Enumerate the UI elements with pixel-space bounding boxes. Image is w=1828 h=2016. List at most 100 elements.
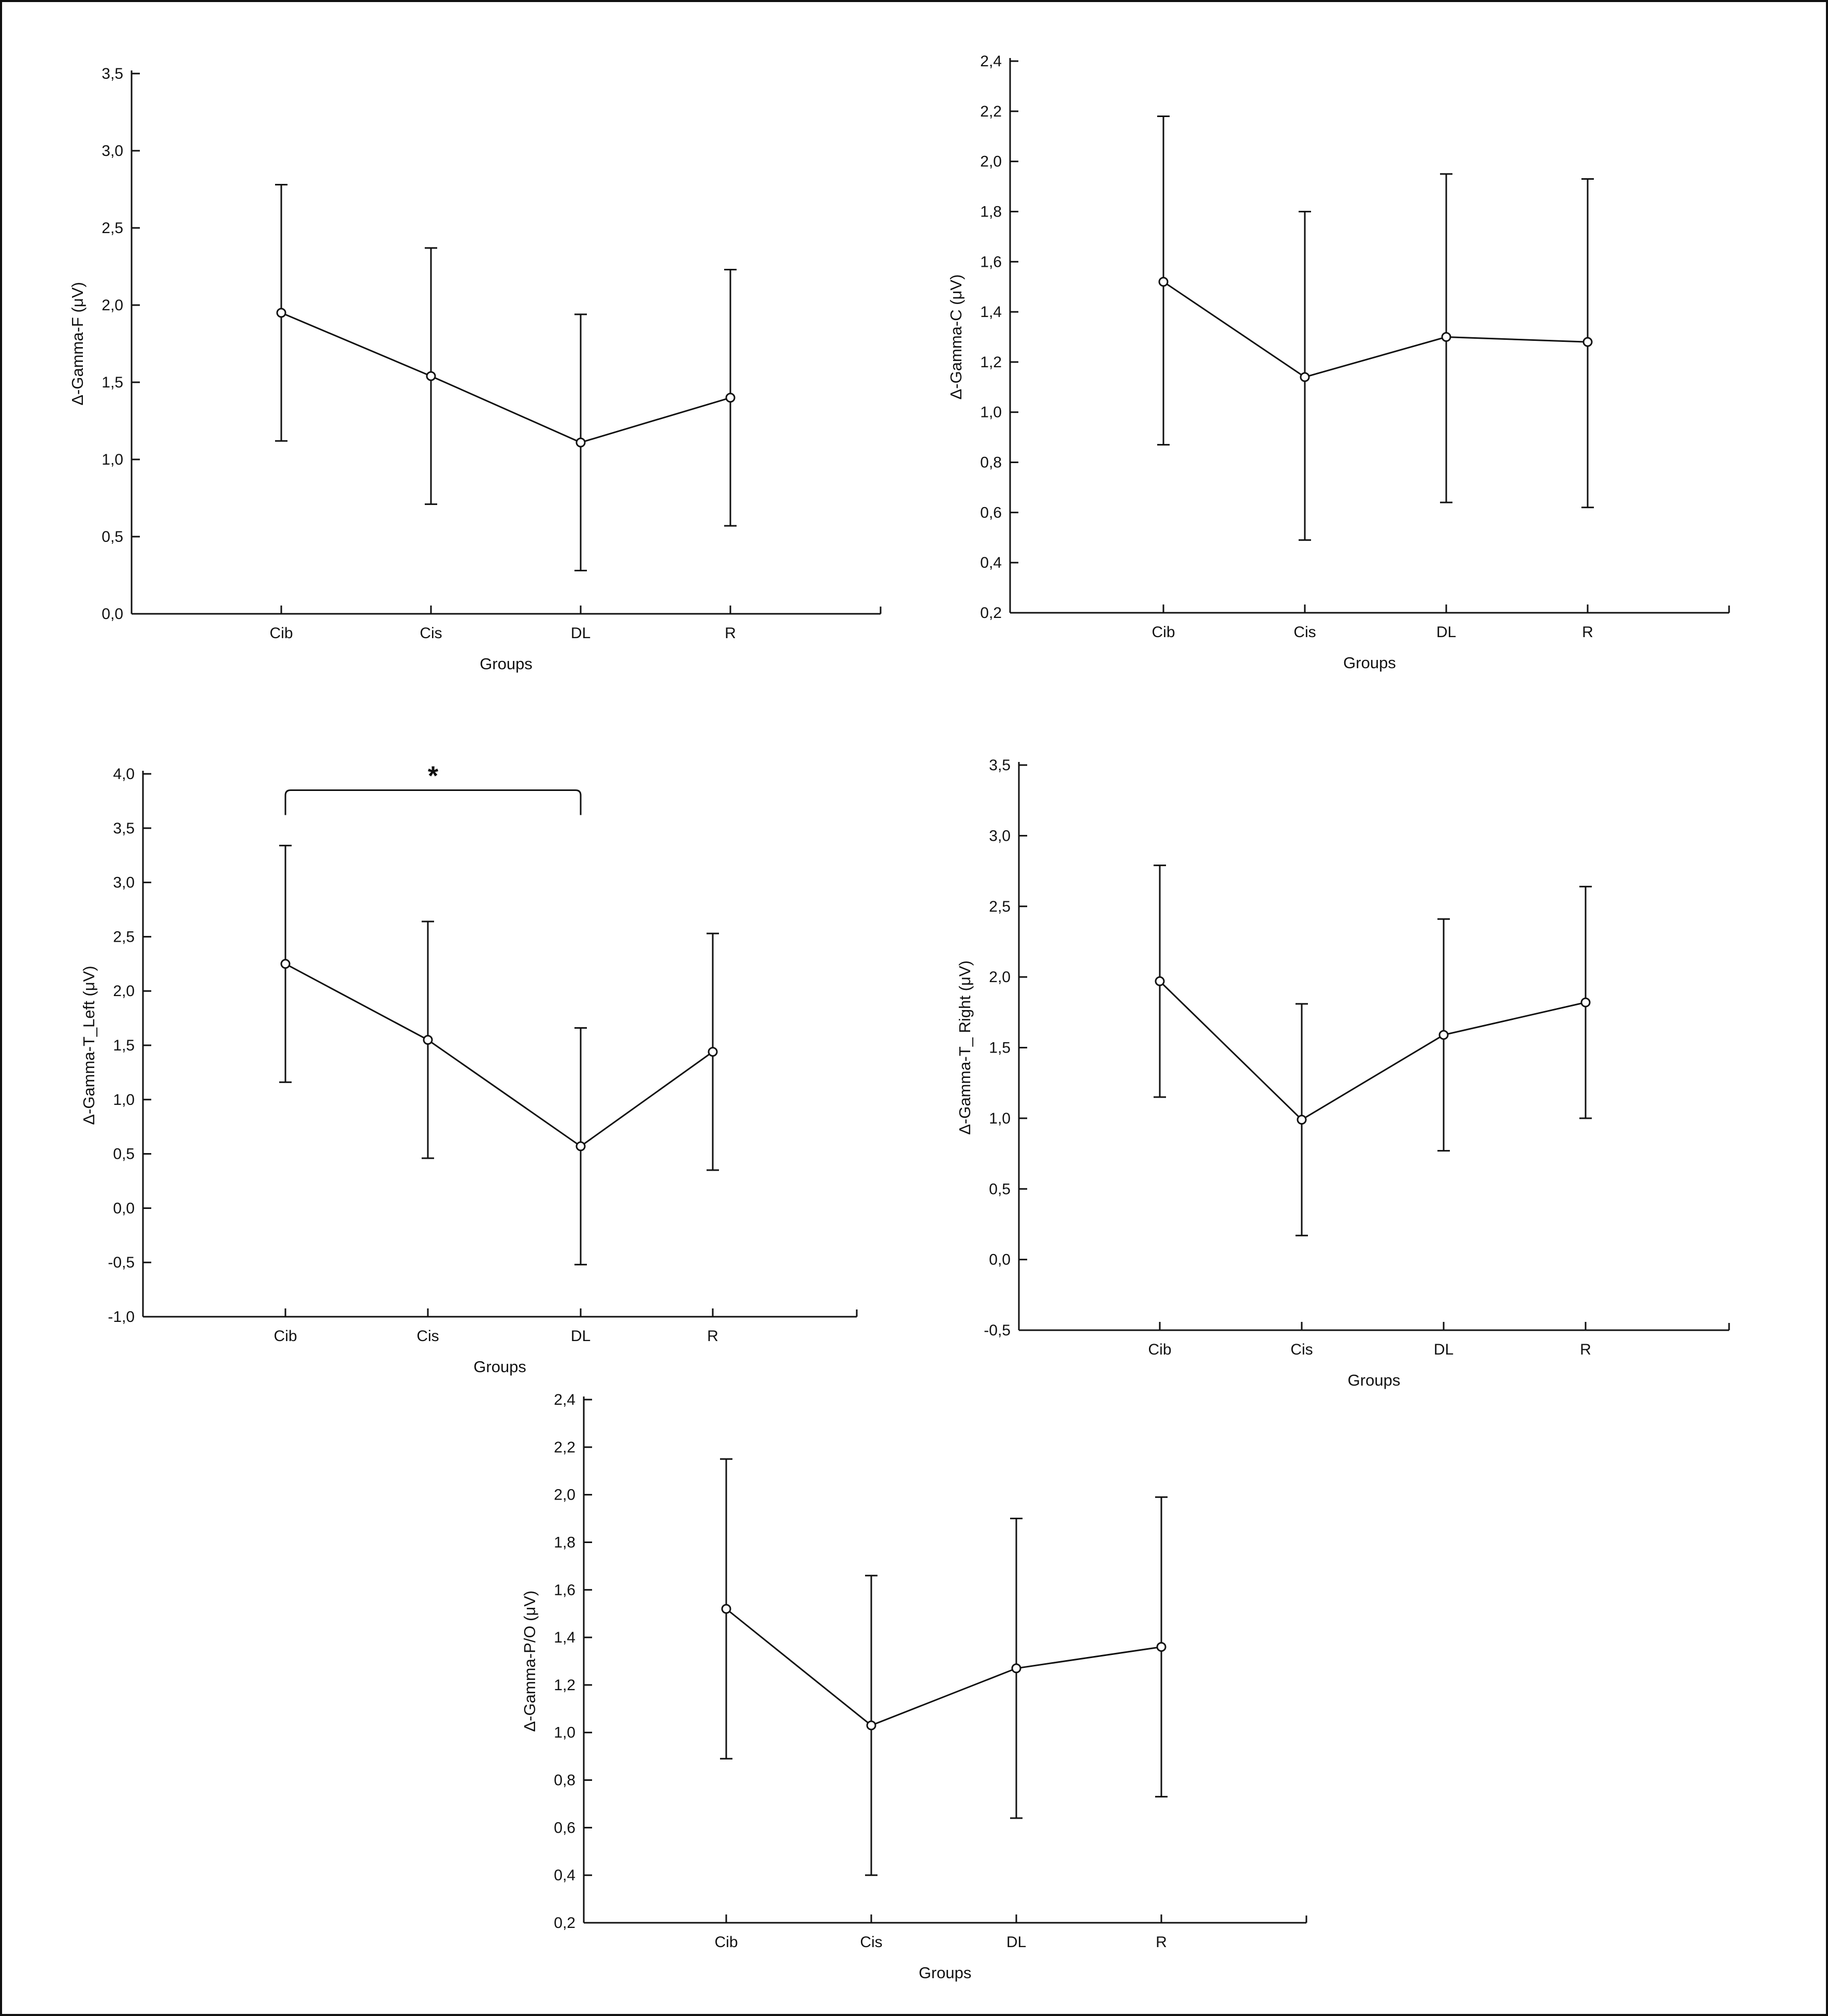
y-axis-title: Δ-Gamma-C (μV) [947,275,965,400]
series-line [285,963,713,1147]
y-tick-label: 4,0 [113,766,135,783]
y-tick-label: 0,6 [980,504,1002,521]
data-point [280,959,291,969]
x-axis-title: Groups [919,1964,972,1982]
y-tick-label: 3,5 [102,65,123,82]
x-tick-label: Cib [1148,1341,1171,1358]
y-tick-label: 2,5 [102,220,123,237]
y-axis-title: Δ-Gamma-F (μV) [68,282,87,405]
x-tick-label: Cis [1293,624,1316,641]
x-tick-label: Cib [1152,624,1175,641]
y-tick-label: 0,5 [989,1180,1011,1198]
x-tick-label: Cib [714,1934,738,1951]
y-tick-label: 1,6 [554,1581,575,1599]
y-tick-label: 0,0 [113,1200,135,1217]
data-point [866,1720,876,1731]
y-tick-label: 1,8 [980,203,1002,220]
y-tick-label: 0,2 [554,1914,575,1932]
x-tick-label: Cis [416,1328,439,1345]
x-axis-title: Groups [480,655,532,673]
y-tick-label: -1,0 [108,1308,135,1326]
y-tick-label: 2,4 [554,1391,575,1408]
series-line [1159,981,1586,1121]
data-point [1582,337,1593,347]
y-tick-label: 1,8 [554,1534,575,1551]
y-tick-label: 0,5 [113,1146,135,1163]
x-tick-label: Cis [1290,1341,1313,1358]
x-tick-label: DL [1436,624,1456,641]
y-tick-label: 1,2 [980,354,1002,371]
y-tick-label: 2,2 [980,103,1002,120]
y-tick-label: 3,0 [989,827,1011,844]
x-axis-title: Groups [473,1358,526,1376]
y-tick-label: 3,0 [113,874,135,891]
x-tick-label: R [1580,1341,1591,1358]
y-axis-title: Δ-Gamma-P/O (μV) [521,1591,539,1732]
data-point [1297,1115,1307,1125]
data-point [1580,997,1591,1007]
y-tick-label: 3,0 [102,142,123,160]
x-tick-label: R [1156,1934,1167,1951]
y-tick-label: 0,8 [554,1772,575,1789]
x-tick-label: Cib [274,1328,297,1345]
y-tick-label: 1,5 [113,1037,135,1054]
y-tick-label: 2,2 [554,1439,575,1456]
y-tick-label: 0,4 [980,554,1002,571]
y-axis-title: Δ-Gamma-T_Left (μV) [80,966,98,1125]
chart-panel: 0,2 0,4 0,6 0,8 1,0 1,2 1,4 1,6 1,8 2,0 2,2 2,4 Cib C… [947,53,1730,672]
y-tick-label: 2,0 [113,983,135,1000]
y-tick-label: 1,0 [980,404,1002,421]
chart-panel: -1,0 -0,5 0,0 0,5 1,0 1,5 2,0 2,5 3,0 3,5 4,0 Cib Ci… [80,761,858,1376]
y-tick-label: 2,5 [989,898,1011,915]
data-point [575,1141,586,1151]
significance-label: * [428,761,439,791]
y-axis-title: Δ-Gamma-T_ Right (μV) [956,960,974,1135]
series-line [726,1608,1162,1726]
y-tick-label: 1,0 [102,451,123,468]
x-axis-title: Groups [1343,654,1396,672]
data-point [426,371,436,381]
x-tick-label: DL [571,1328,591,1345]
x-tick-label: R [707,1328,718,1345]
y-tick-label: 1,6 [980,253,1002,270]
significance-bracket [284,789,582,815]
data-point [1011,1663,1021,1674]
chart-panel: 0,2 0,4 0,6 0,8 1,0 1,2 1,4 1,6 1,8 2,0 2,2 2,4 Cib C… [521,1391,1307,1982]
y-tick-label: -0,5 [984,1322,1011,1339]
data-point [1156,1641,1167,1652]
x-tick-label: DL [571,625,591,642]
chart-panel: -0,5 0,0 0,5 1,0 1,5 2,0 2,5 3,0 3,5 Cib Cis DL R Gro… [956,757,1730,1389]
y-tick-label: 3,5 [113,820,135,837]
y-tick-label: 2,5 [113,928,135,945]
y-tick-label: 2,0 [980,153,1002,170]
y-tick-label: 2,4 [980,53,1002,70]
x-tick-label: Cis [420,625,442,642]
y-tick-label: 0,0 [102,606,123,623]
y-tick-label: 1,5 [989,1040,1011,1057]
data-point [276,308,286,318]
data-point [721,1604,731,1614]
y-tick-label: 1,4 [980,304,1002,321]
x-tick-label: R [1582,624,1593,641]
data-point [423,1035,433,1045]
y-tick-label: 0,2 [980,604,1002,622]
series-line [1163,281,1588,378]
chart-panel: 0,0 0,5 1,0 1,5 2,0 2,5 3,0 3,5 Cib Cis DL R Groups Δ… [68,65,882,673]
x-tick-label: DL [1006,1934,1026,1951]
y-tick-label: 1,0 [113,1091,135,1108]
x-axis-title: Groups [1348,1371,1401,1389]
y-tick-label: 1,4 [554,1629,575,1646]
y-tick-label: 2,0 [554,1487,575,1504]
data-point [725,393,736,403]
x-tick-label: R [725,625,736,642]
y-tick-label: 0,0 [989,1251,1011,1269]
data-point [1300,372,1310,382]
data-point [1158,277,1169,287]
data-point [1155,976,1165,986]
data-point [575,437,586,448]
y-tick-label: 1,0 [554,1724,575,1741]
y-tick-label: 0,6 [554,1819,575,1836]
y-tick-label: 1,0 [989,1110,1011,1127]
